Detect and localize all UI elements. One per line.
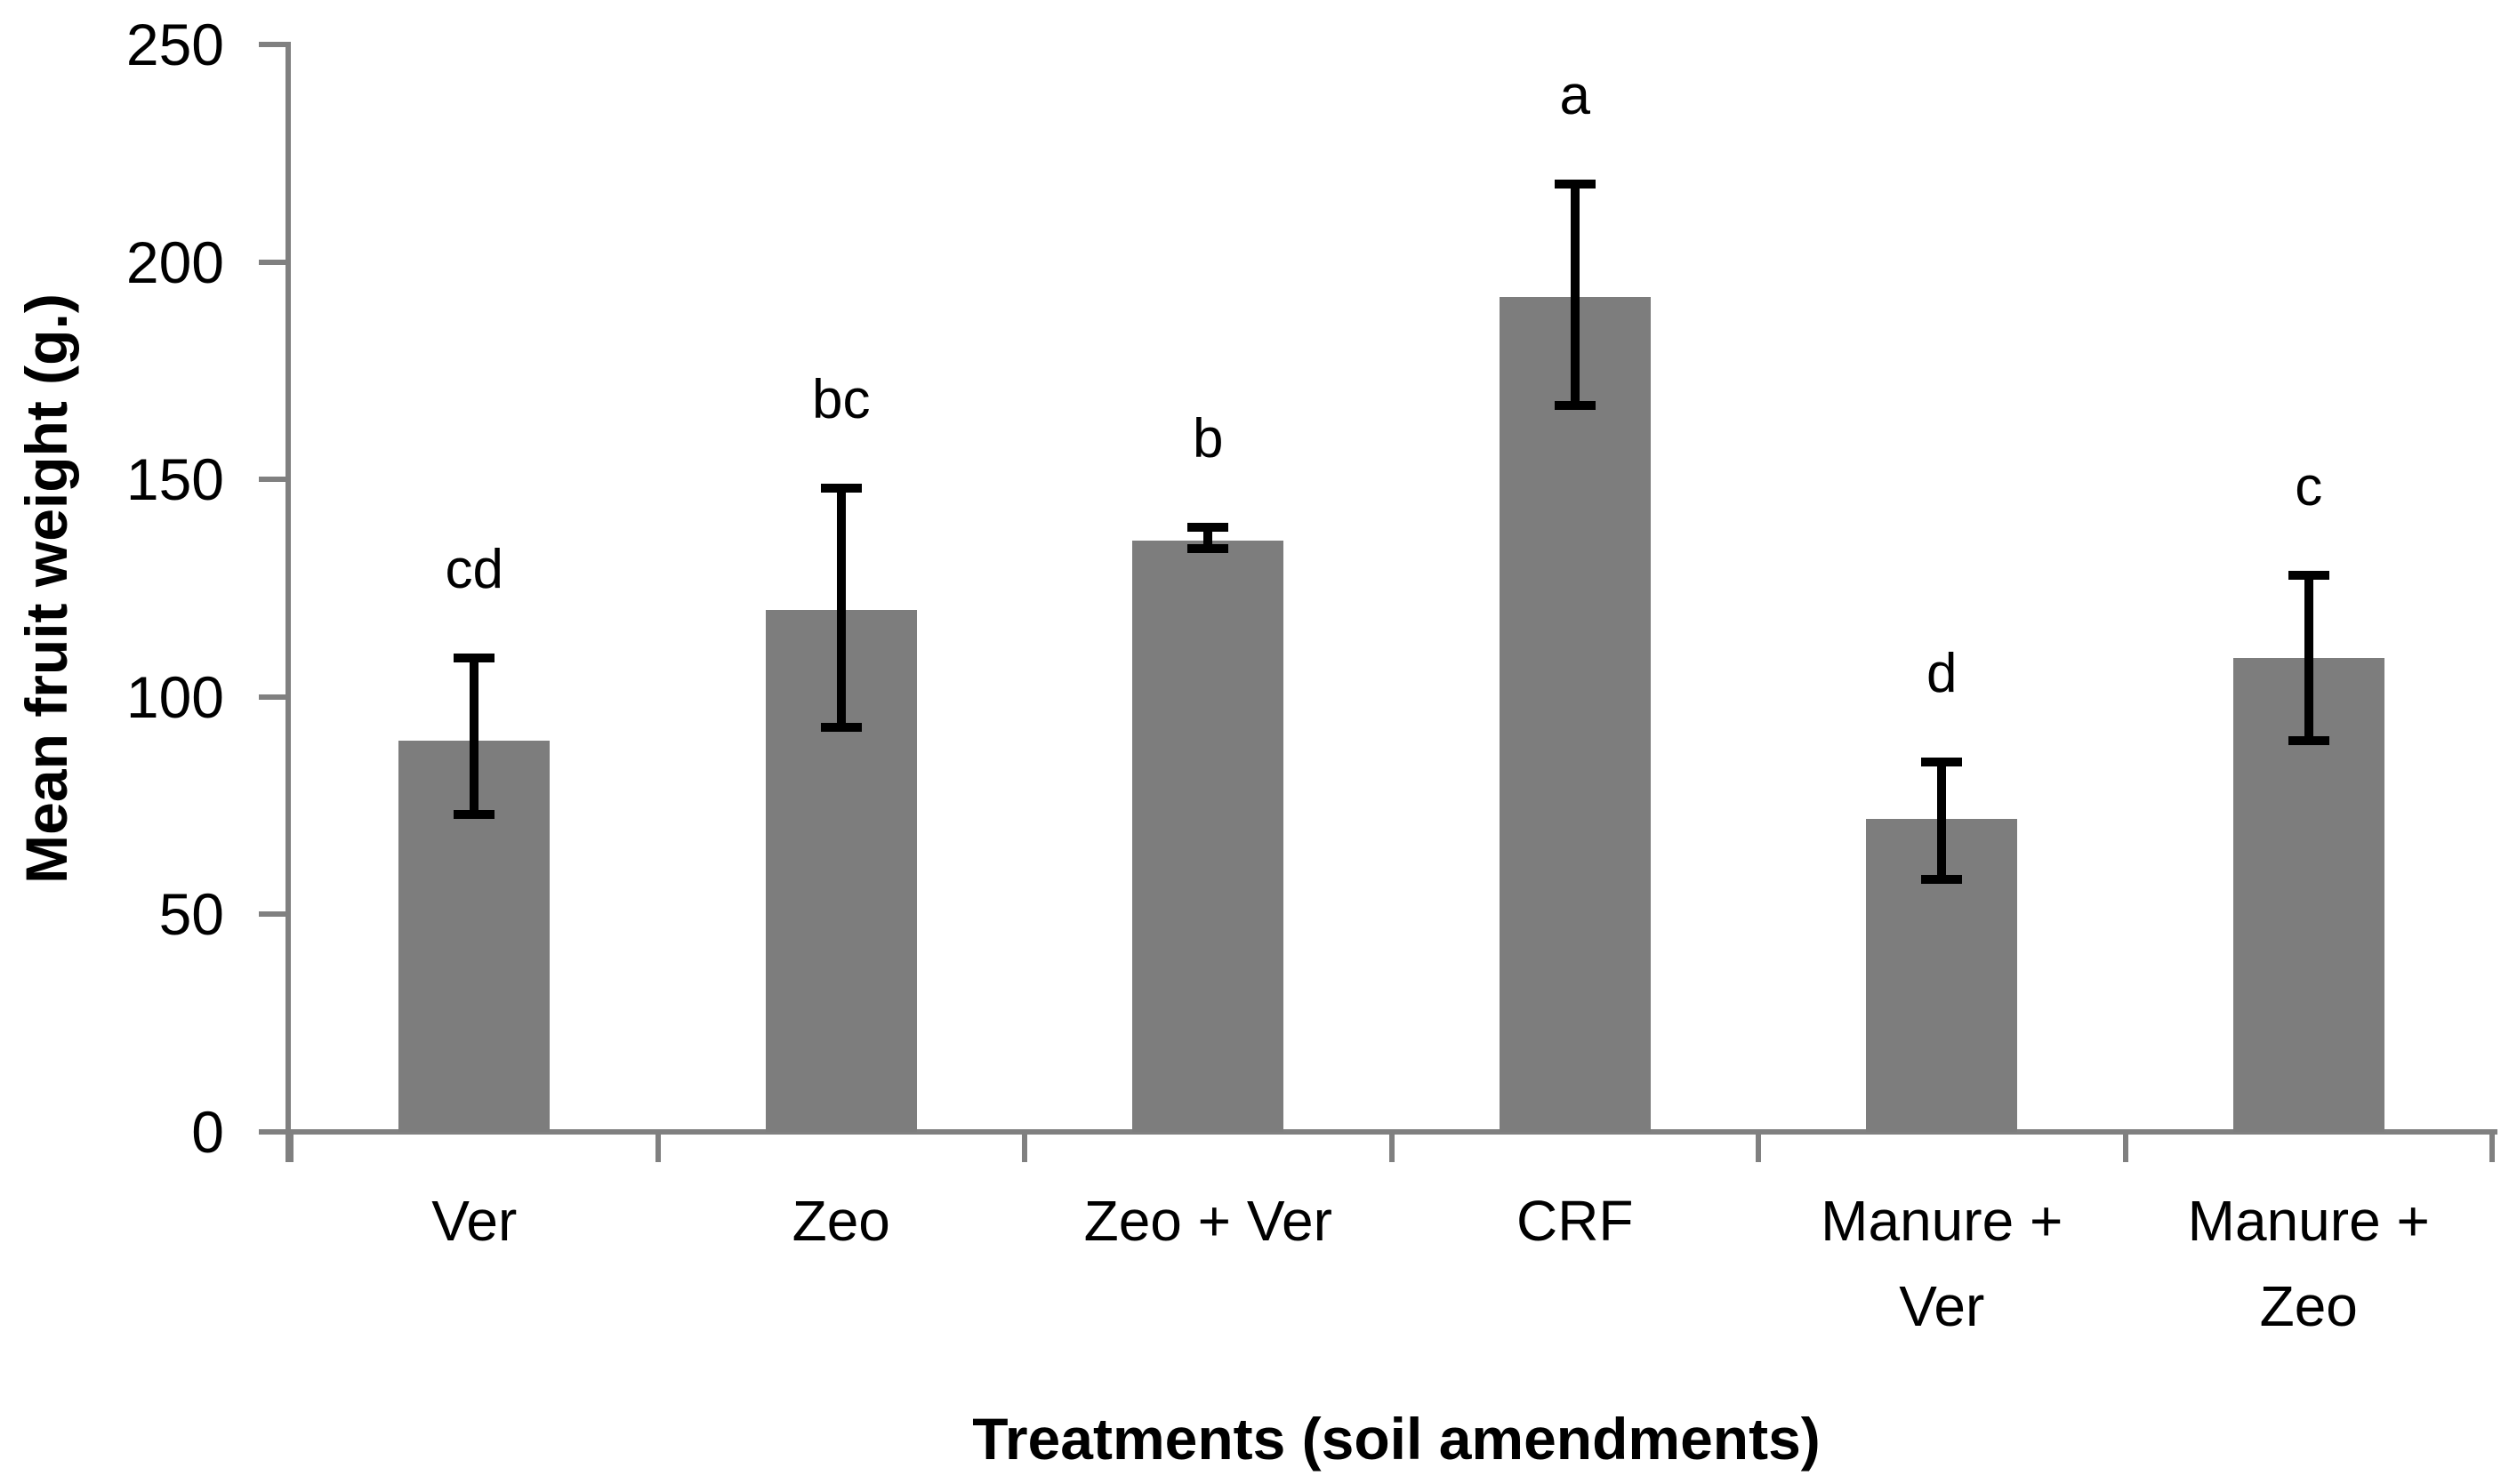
y-tick: [259, 911, 285, 918]
error-bar-stem: [2304, 574, 2313, 741]
category-label: Manure + Ver: [1821, 1189, 2063, 1338]
error-bar-cap-top: [1554, 179, 1596, 189]
significance-letter: b: [1193, 408, 1224, 469]
x-tick: [1388, 1132, 1395, 1162]
x-axis-title: Treatments (soil amendments): [972, 1406, 1821, 1472]
x-tick: [2122, 1132, 2128, 1162]
y-tick: [259, 477, 285, 483]
error-bar-cap-top: [454, 653, 495, 662]
error-bar-cap-bottom: [1187, 544, 1229, 554]
y-tick-label: 200: [125, 229, 224, 295]
category-label: Ver: [431, 1189, 518, 1253]
error-bar-cap-top: [1921, 758, 1963, 767]
significance-letter: c: [2295, 455, 2323, 517]
y-axis-title: Mean fruit weight (g.): [13, 293, 79, 884]
x-tick: [1022, 1132, 1027, 1162]
error-bar-stem: [836, 487, 846, 728]
error-bar-cap-bottom: [820, 723, 862, 733]
category-label: Zeo: [792, 1189, 890, 1253]
y-tick-label: 50: [158, 881, 224, 948]
error-bar-stem: [1570, 183, 1580, 406]
significance-letter: d: [1926, 643, 1958, 705]
error-bar-stem: [470, 657, 479, 814]
x-tick: [1756, 1132, 1761, 1162]
y-tick: [259, 259, 285, 265]
error-bar-cap-bottom: [454, 809, 495, 819]
category-label: Manure + Zeo: [2187, 1189, 2430, 1338]
y-tick: [259, 42, 285, 47]
error-bar-stem: [1203, 527, 1213, 549]
bar: [1132, 540, 1284, 1132]
error-bar-cap-bottom: [2288, 735, 2329, 745]
category-label: Zeo + Ver: [1083, 1189, 1332, 1253]
error-bar-cap-top: [820, 483, 862, 493]
error-bar-cap-bottom: [1554, 401, 1596, 411]
y-tick-label: 250: [125, 12, 224, 77]
y-tick: [259, 694, 285, 700]
x-tick: [2489, 1132, 2495, 1162]
error-bar-cap-top: [2288, 570, 2329, 580]
y-tick: [259, 1129, 285, 1135]
category-label: CRF: [1516, 1189, 1634, 1253]
bar: [1499, 296, 1651, 1132]
significance-letter: a: [1559, 64, 1590, 126]
y-axis-line: [285, 42, 291, 1162]
error-bar-cap-bottom: [1921, 875, 1963, 885]
significance-letter: bc: [812, 368, 871, 430]
error-bar-stem: [1937, 762, 1947, 880]
y-tick-label: 0: [191, 1099, 224, 1165]
error-bar-cap-top: [1187, 523, 1229, 532]
x-tick: [288, 1132, 294, 1162]
y-tick-label: 150: [125, 446, 224, 513]
x-tick: [655, 1132, 661, 1162]
significance-letter: cd: [445, 538, 503, 600]
y-tick-label: 100: [125, 663, 224, 730]
